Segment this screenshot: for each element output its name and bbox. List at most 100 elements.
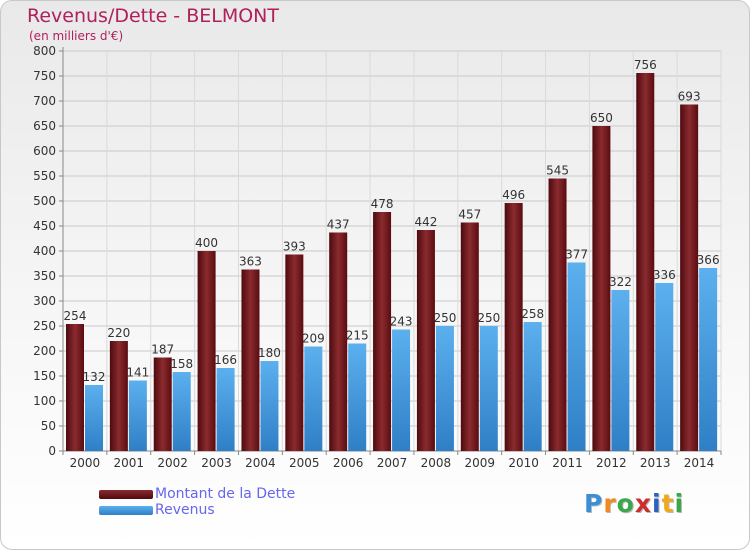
x-tick-label: 2014 (684, 456, 715, 470)
data-label: 756 (634, 58, 657, 72)
x-tick-label: 2009 (464, 456, 495, 470)
logo-letter: i (652, 489, 662, 518)
y-tick-label: 350 (33, 269, 56, 283)
bar-revenue (699, 268, 718, 451)
x-tick-label: 2006 (333, 456, 364, 470)
legend-swatch-revenue (99, 506, 153, 515)
y-tick-label: 200 (33, 344, 56, 358)
data-label: 254 (64, 309, 87, 323)
x-tick-label: 2004 (245, 456, 276, 470)
y-tick-label: 650 (33, 119, 56, 133)
bar-revenue (128, 380, 147, 451)
x-tick-label: 2012 (596, 456, 627, 470)
legend-label-debt: Montant de la Dette (155, 486, 296, 502)
data-label: 250 (433, 311, 456, 325)
logo-letter: P (584, 489, 604, 518)
y-tick-label: 800 (33, 44, 56, 58)
data-label: 243 (390, 315, 413, 329)
bar-debt (373, 212, 392, 451)
data-label: 442 (414, 215, 437, 229)
bar-revenue (172, 372, 191, 451)
bar-debt (548, 178, 567, 451)
x-tick-label: 2000 (70, 456, 101, 470)
data-label: 132 (83, 370, 106, 384)
x-tick-label: 2007 (377, 456, 408, 470)
data-label: 496 (502, 188, 525, 202)
y-tick-label: 0 (48, 444, 56, 458)
data-label: 166 (214, 353, 237, 367)
bar-revenue (392, 329, 411, 451)
y-tick-label: 700 (33, 94, 56, 108)
data-label: 545 (546, 164, 569, 178)
data-label: 209 (302, 332, 325, 346)
x-tick-label: 2011 (552, 456, 583, 470)
data-label: 457 (458, 208, 481, 222)
bar-debt (329, 232, 348, 451)
x-tick-label: 2003 (201, 456, 232, 470)
logo-letter: r (603, 489, 617, 518)
bar-revenue (655, 283, 674, 451)
data-label: 220 (107, 326, 130, 340)
data-label: 478 (371, 197, 394, 211)
bar-revenue (216, 368, 235, 451)
y-tick-label: 300 (33, 294, 56, 308)
x-tick-label: 2010 (508, 456, 539, 470)
x-tick-label: 2013 (640, 456, 671, 470)
data-label: 187 (151, 343, 174, 357)
bar-debt (241, 269, 260, 451)
data-label: 258 (521, 307, 544, 321)
x-tick-label: 2005 (289, 456, 320, 470)
bar-debt (285, 254, 304, 451)
x-tick-label: 2008 (421, 456, 452, 470)
bar-debt (592, 126, 611, 451)
data-label: 180 (258, 346, 281, 360)
y-tick-label: 750 (33, 69, 56, 83)
chart-title: Revenus/Dette - BELMONT (27, 5, 279, 27)
bar-revenue (567, 262, 586, 451)
data-label: 377 (565, 248, 588, 262)
proxiti-logo: Proxiti (584, 489, 684, 518)
y-tick-label: 150 (33, 369, 56, 383)
bar-revenue (85, 385, 103, 451)
data-label: 393 (283, 240, 306, 254)
data-label: 336 (653, 268, 676, 282)
x-tick-label: 2002 (157, 456, 188, 470)
bar-revenue (304, 346, 323, 451)
y-tick-label: 450 (33, 219, 56, 233)
logo-letter: x (634, 489, 652, 518)
chart-unit-label: (en milliers d'€) (29, 29, 124, 43)
bar-revenue (479, 326, 498, 451)
data-label: 250 (477, 311, 500, 325)
bar-revenue (435, 326, 454, 451)
bar-revenue (348, 343, 367, 451)
bar-debt (109, 341, 128, 451)
bar-debt (153, 357, 172, 451)
bar-revenue (523, 322, 542, 451)
data-label: 437 (327, 218, 350, 232)
bar-debt (636, 73, 655, 451)
bar-debt (460, 222, 479, 451)
data-label: 363 (239, 255, 262, 269)
bar-debt (680, 104, 699, 451)
legend-swatch-debt (99, 490, 153, 499)
data-label: 650 (590, 111, 613, 125)
bar-debt (416, 230, 435, 451)
data-label: 693 (678, 90, 701, 104)
y-tick-label: 600 (33, 144, 56, 158)
data-label: 141 (126, 366, 149, 380)
y-tick-label: 500 (33, 194, 56, 208)
logo-letter: o (616, 489, 635, 518)
data-label: 400 (195, 236, 218, 250)
data-label: 366 (697, 253, 720, 267)
bar-debt (66, 324, 84, 451)
y-tick-label: 250 (33, 319, 56, 333)
bar-debt (197, 251, 216, 451)
bar-debt (504, 203, 523, 451)
logo-letter: i (674, 489, 685, 518)
y-tick-label: 50 (41, 419, 56, 433)
logo-letter: t (661, 489, 675, 518)
y-tick-label: 100 (33, 394, 56, 408)
legend-label-revenue: Revenus (155, 502, 215, 518)
data-label: 158 (170, 357, 193, 371)
